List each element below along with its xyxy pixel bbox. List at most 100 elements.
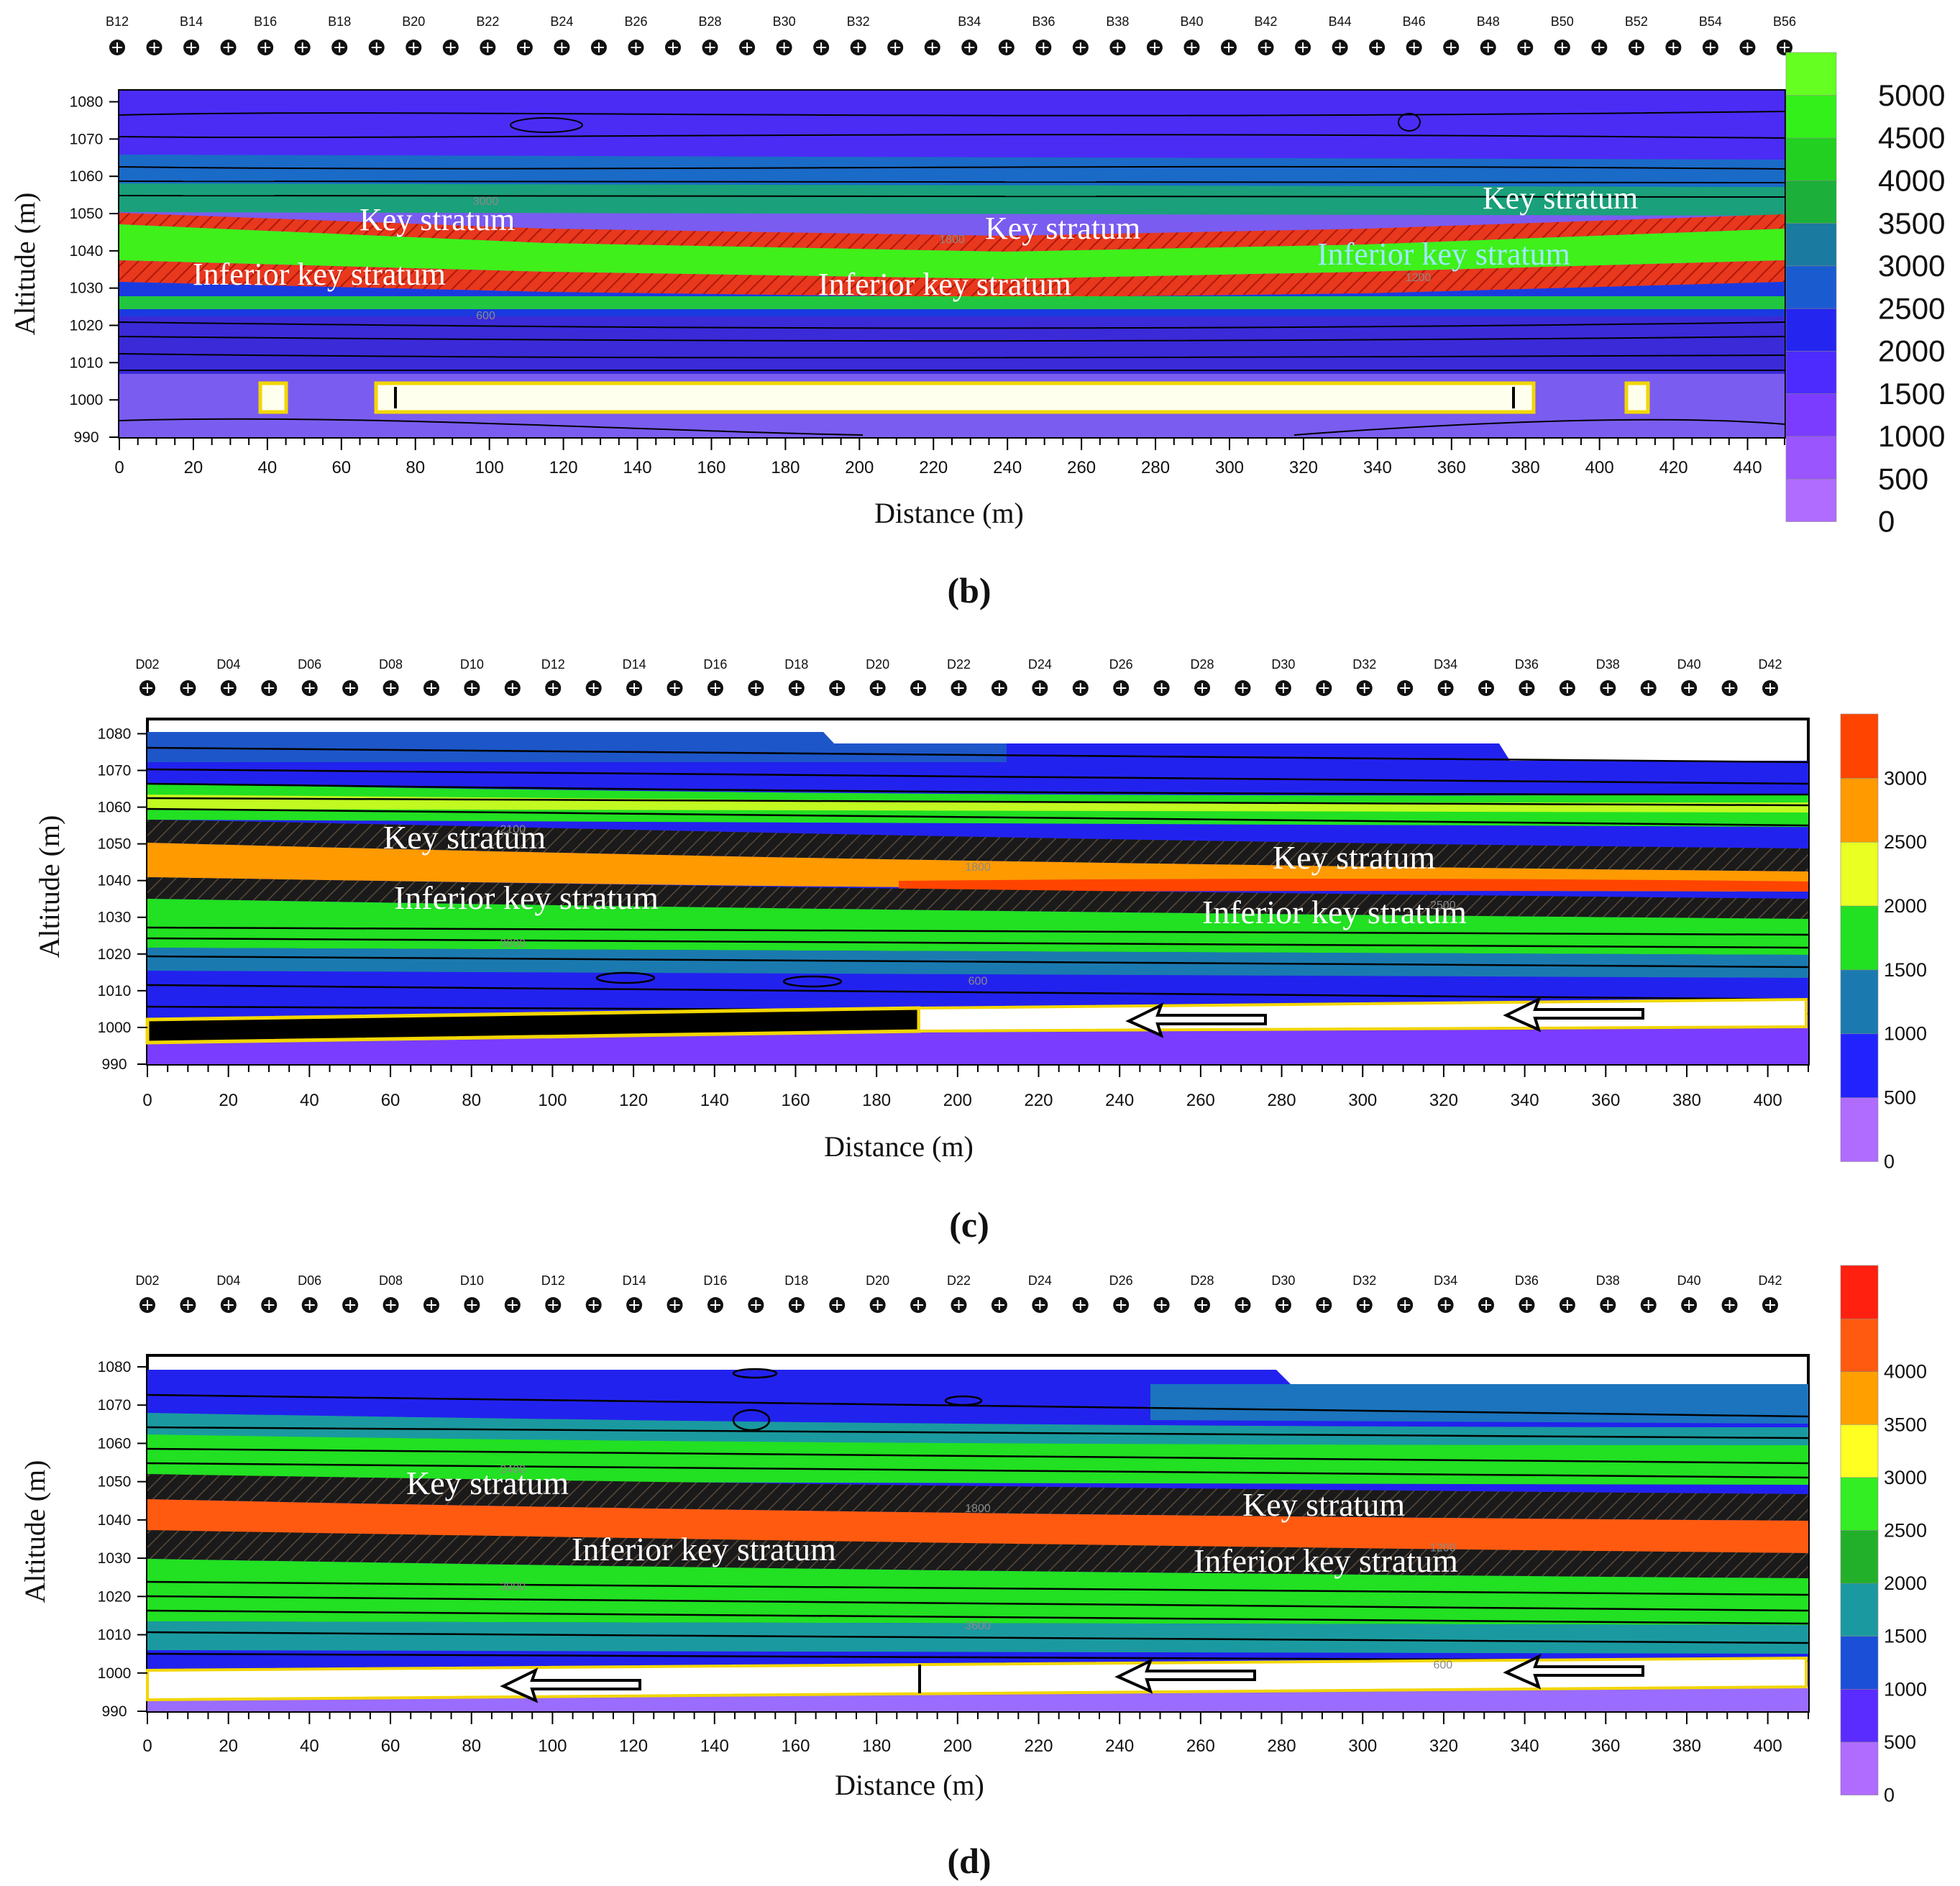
panel-d-top-teal [1150, 1384, 1808, 1424]
colorbar-swatch [1840, 841, 1879, 907]
borehole-marker [813, 40, 830, 55]
borehole-label: D30 [1271, 657, 1295, 672]
x-tick-label: 220 [919, 458, 948, 477]
borehole-marker [1369, 40, 1386, 55]
panel-c-plot: Key stratum Key stratum Inferior key str… [145, 718, 1810, 1066]
borehole-marker [1316, 680, 1332, 696]
x-tick-label: 380 [1672, 1736, 1701, 1756]
borehole-label: B28 [699, 14, 722, 29]
y-tick-label: 1030 [98, 1550, 132, 1567]
colorbar-swatch [1840, 1635, 1879, 1690]
borehole-marker [1397, 680, 1414, 696]
y-tick-label: 1040 [98, 873, 132, 889]
panel-c-axes: 0 20 40 60 80 100 120 140 160 180 200 220 240 260 280 3… [98, 725, 1809, 1110]
borehole-marker [1295, 40, 1311, 55]
x-tick-label: 260 [1186, 1091, 1215, 1110]
colorbar-swatch [1840, 1033, 1879, 1098]
borehole-label: D22 [947, 1273, 971, 1288]
contour-label: 3000 [473, 196, 499, 208]
contour-label: 600 [476, 310, 495, 322]
panel-b-inferior-key-stratum-band [119, 260, 1785, 298]
panel-b-key-stratum-label-left: Key stratum [360, 202, 515, 237]
borehole-marker [626, 680, 643, 696]
x-tick-label: 180 [862, 1736, 891, 1756]
y-tick-label: 1020 [98, 946, 132, 963]
panel-b-key-stratum-label-right: Key stratum [1483, 180, 1638, 216]
colorbar-tick-label: 2500 [1884, 831, 1927, 853]
x-tick-label: 280 [1268, 1091, 1296, 1110]
borehole-marker [1702, 40, 1718, 55]
colorbar-swatch [1785, 436, 1837, 480]
x-tick-label: 60 [381, 1091, 400, 1110]
colorbar-tick-label: 4000 [1878, 164, 1945, 198]
borehole-label: D32 [1352, 1273, 1376, 1288]
colorbar-swatch [1840, 1265, 1879, 1319]
x-tick-label: 200 [943, 1736, 972, 1756]
borehole-label: B54 [1699, 14, 1722, 29]
x-tick-label: 340 [1363, 458, 1392, 477]
y-tick-label: 1000 [98, 1020, 132, 1036]
y-tick-label: 1050 [70, 206, 104, 222]
x-tick-label: 220 [1024, 1736, 1053, 1756]
borehole-marker [464, 1297, 480, 1313]
y-tick-label: 1080 [70, 94, 104, 111]
panel-d-tunnels [146, 1654, 1808, 1703]
panel-d-axes: 0 20 40 60 80 100 120 140 160 180 200 220 240 260 280 3… [98, 1359, 1809, 1756]
borehole-marker [301, 680, 318, 696]
borehole-marker [1397, 1297, 1414, 1313]
panel-d-plot: Key stratum Key stratum Inferior key str… [146, 1354, 1810, 1713]
borehole-marker [1681, 680, 1698, 696]
panel-c-key-stratum-band [147, 820, 1808, 871]
panel-b: B12 B14 B16 B18 B20 B22 B24 B26 B28 B30 B32 B34 B36 B… [9, 14, 1945, 610]
colorbar-tick-label: 2000 [1878, 334, 1945, 368]
borehole-marker [383, 680, 399, 696]
borehole-marker [1437, 680, 1454, 696]
panel-b-upper-layer-2 [119, 183, 1785, 216]
borehole-label: B20 [402, 14, 425, 29]
colorbar-tick-label: 500 [1878, 462, 1928, 495]
x-tick-label: 340 [1511, 1091, 1539, 1110]
borehole-label: D14 [623, 657, 646, 672]
colorbar-swatch [1785, 52, 1837, 96]
x-tick-label: 400 [1754, 1091, 1782, 1110]
x-tick-label: 60 [381, 1736, 400, 1756]
panel-b-lower-layer [119, 316, 1785, 374]
borehole-marker [665, 40, 681, 55]
y-tick-label: 1060 [98, 800, 132, 816]
panel-d-contour-labels: 2400 1800 1200 3000 3600 600 [500, 1463, 1455, 1671]
borehole-label: D40 [1677, 1273, 1701, 1288]
colorbar-tick-label: 3000 [1884, 767, 1927, 789]
x-tick-label: 340 [1511, 1736, 1539, 1756]
colorbar-tick-label: 3000 [1878, 249, 1945, 283]
borehole-marker [261, 1297, 278, 1313]
borehole-marker [1628, 40, 1644, 55]
borehole-marker [342, 680, 359, 696]
panel-b-boreholes: B12 B14 B16 B18 B20 B22 B24 B26 B28 B30 B32 B34 B36 B… [106, 14, 1796, 55]
borehole-marker [301, 1297, 318, 1313]
panel-b-caption: (b) [947, 570, 991, 610]
y-tick-label: 1050 [98, 836, 132, 853]
panel-c-advance-arrow-2 [1503, 997, 1644, 1033]
borehole-label: D16 [703, 657, 727, 672]
borehole-label: D30 [1271, 1273, 1295, 1288]
panel-b-tunnels [258, 381, 1650, 414]
borehole-label: D20 [866, 657, 889, 672]
borehole-marker [991, 1297, 1007, 1313]
borehole-marker [423, 1297, 439, 1313]
borehole-marker [261, 680, 278, 696]
contour-label: 3000 [500, 938, 526, 950]
colorbar-swatch [1840, 1370, 1879, 1425]
panel-b-y-axis-label: Altitude (m) [9, 193, 41, 336]
panel-d-key-stratum-band [147, 1474, 1808, 1521]
colorbar-swatch [1840, 1097, 1879, 1162]
borehole-marker [991, 680, 1007, 696]
y-tick-label: 1040 [70, 243, 104, 260]
panel-d-key-stratum-label-left: Key stratum [406, 1465, 569, 1501]
borehole-label: D06 [298, 1273, 321, 1288]
colorbar-tick-label: 1500 [1884, 1626, 1927, 1647]
borehole-marker [1443, 40, 1460, 55]
borehole-marker [1316, 1297, 1332, 1313]
borehole-marker [961, 40, 978, 55]
borehole-marker [887, 40, 904, 55]
x-tick-label: 120 [549, 458, 578, 477]
